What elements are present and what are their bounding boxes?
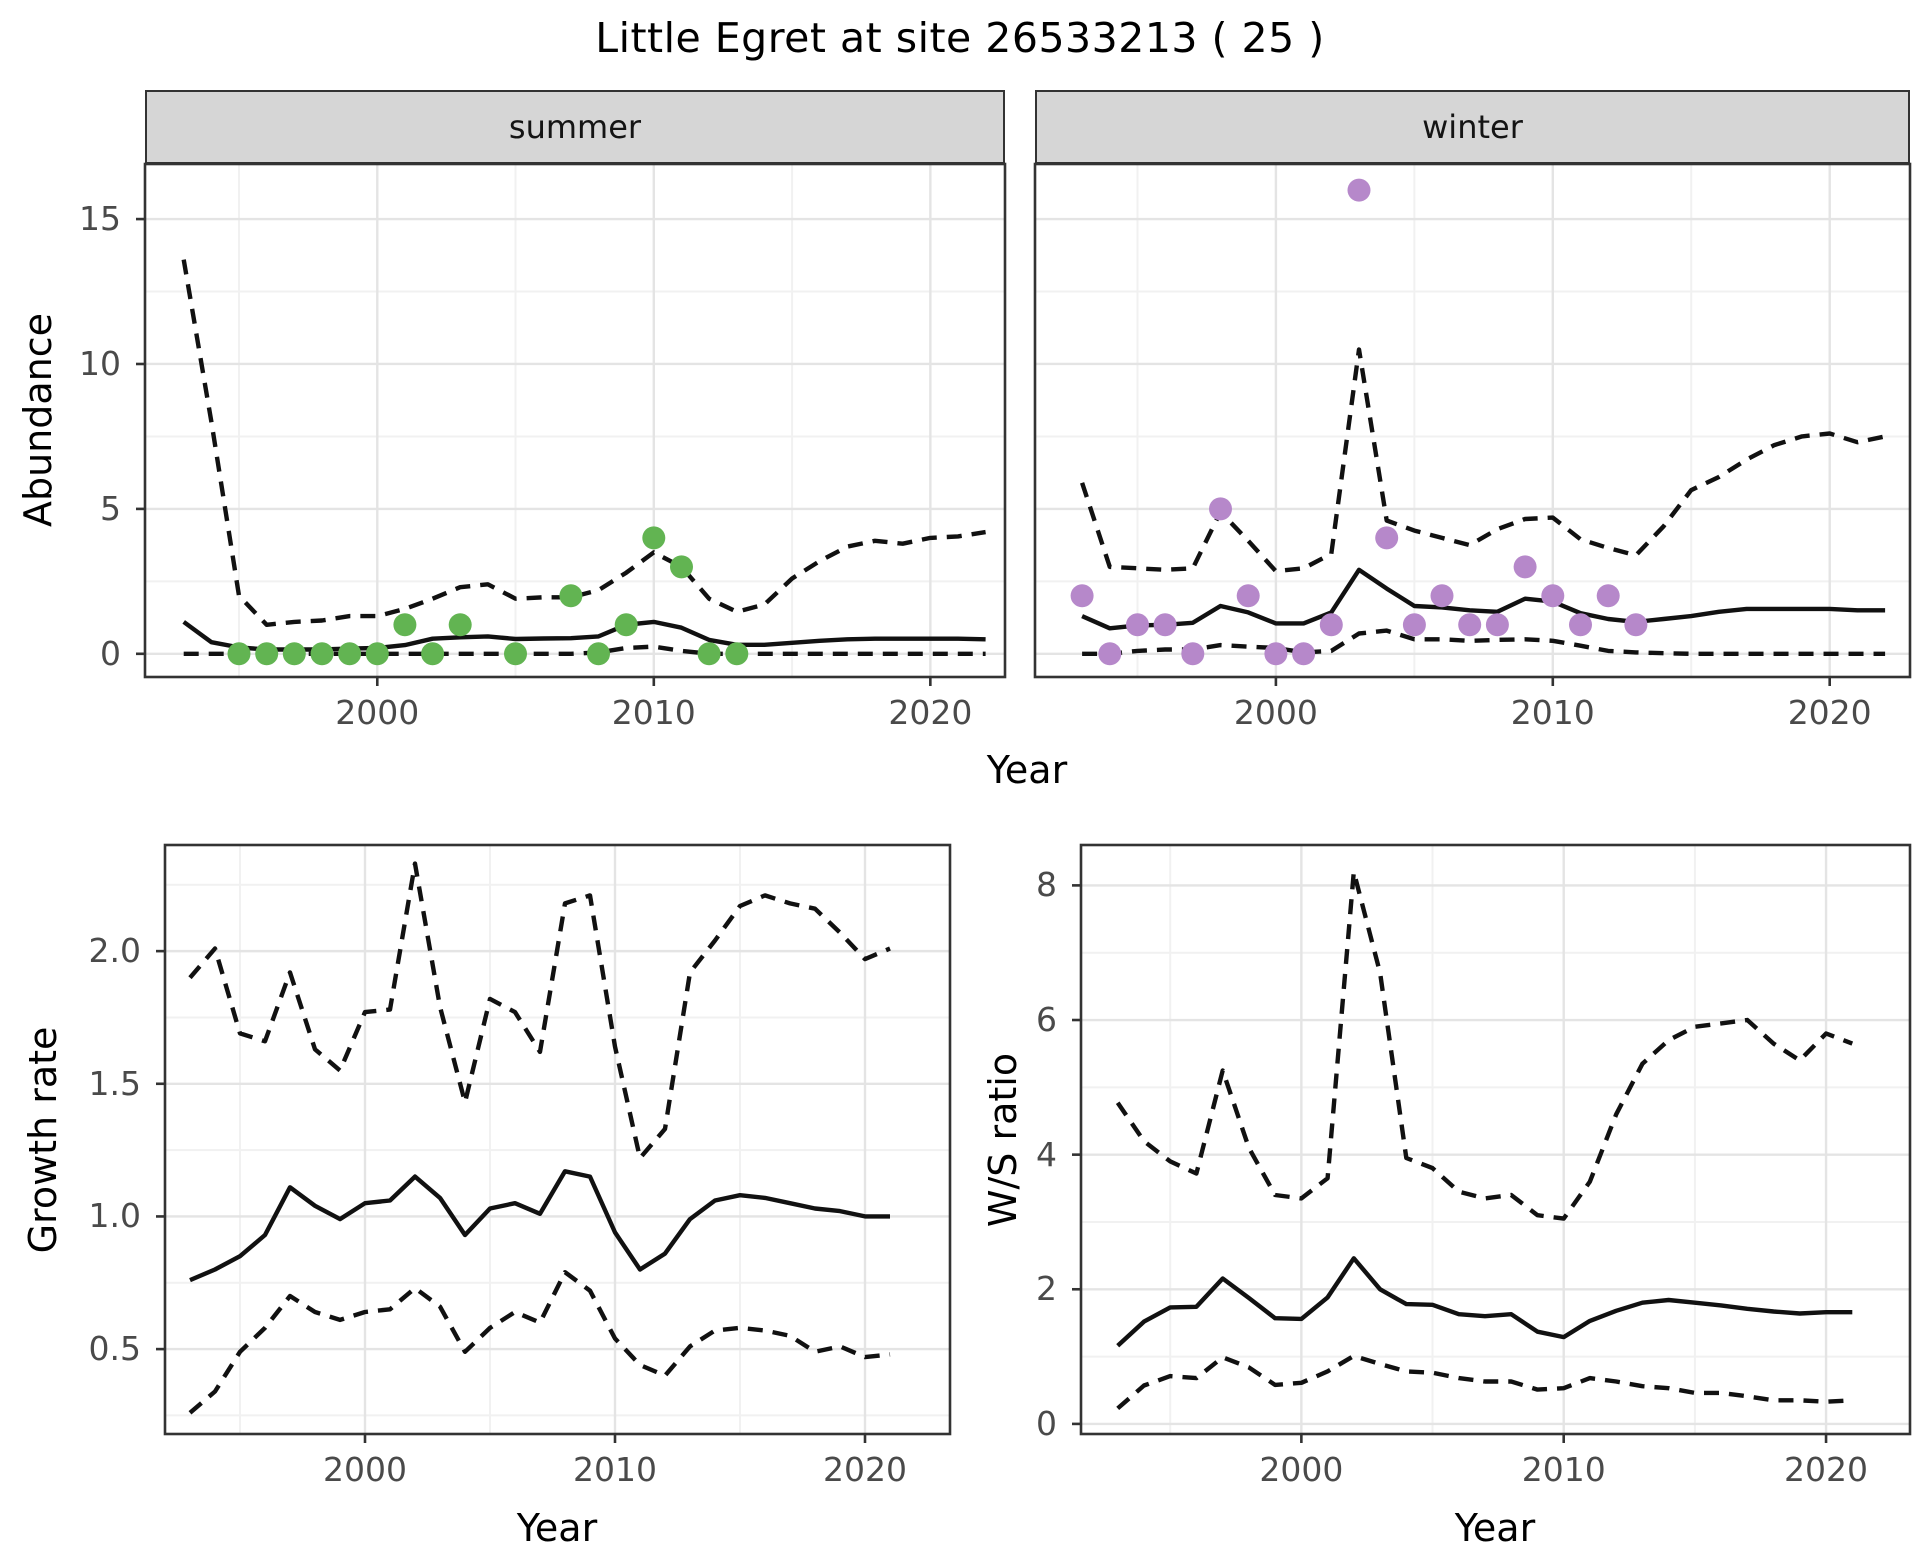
winter-observations-dot: [1181, 642, 1205, 666]
panel-growth-rate: [156, 843, 952, 1443]
panel-winter-abundance: [1033, 162, 1912, 686]
y-tick-label: 8: [1036, 865, 1057, 905]
summer-observations-dot: [282, 642, 306, 666]
x-tick-label: 2010: [611, 693, 696, 732]
y-tick-label: 1.5: [88, 1063, 141, 1103]
y-tick-label: 6: [1036, 1000, 1057, 1040]
winter-observations-dot: [1569, 613, 1592, 637]
summer-observations-dot: [697, 642, 721, 666]
y-tick-label: 10: [79, 343, 121, 383]
winter-observations-dot: [1485, 613, 1509, 637]
plot-title: Little Egret at site 26533213 ( 25 ): [595, 14, 1325, 62]
summer-observations-dot: [725, 642, 749, 666]
summer-observations-dot: [365, 642, 389, 666]
summer-observations-dot: [559, 584, 583, 608]
panel-border: [1033, 162, 1912, 679]
panel-summer-abundance: [136, 162, 1007, 686]
x-axis-title-year-ws: Year: [1454, 1506, 1536, 1550]
facet-strip-winter-label: winter: [1422, 108, 1523, 146]
x-tick-label: 2000: [1233, 693, 1318, 732]
panel-border: [163, 843, 952, 1436]
x-tick-label: 2020: [1787, 693, 1872, 732]
winter-observations-dot: [1098, 642, 1122, 666]
winter-observations-dot: [1596, 584, 1620, 608]
y-tick-label: 0.5: [88, 1329, 141, 1369]
x-tick-label: 2020: [1784, 1450, 1869, 1489]
x-tick-label: 2000: [1259, 1450, 1344, 1489]
y-tick-label: 0: [1036, 1403, 1057, 1443]
winter-observations-dot: [1153, 613, 1177, 637]
y-tick-label: 15: [79, 199, 121, 239]
winter-observations-dot: [1624, 613, 1648, 637]
upper-ci-line: [188, 861, 891, 1161]
summer-observations-dot: [393, 613, 417, 637]
summer-observations-dot: [642, 526, 666, 550]
summer-observations-dot: [614, 613, 638, 637]
winter-observations-dot: [1513, 555, 1537, 579]
y-tick-label: 4: [1036, 1134, 1057, 1174]
winter-observations-dot: [1458, 613, 1482, 637]
x-tick-label: 2020: [888, 693, 973, 732]
summer-observations-dot: [227, 642, 251, 666]
winter-observations-dot: [1236, 584, 1260, 608]
winter-observations-dot: [1209, 497, 1232, 521]
summer-observations-dot: [587, 642, 610, 666]
winter-observations-dot: [1070, 584, 1094, 608]
x-axis-title-year-growth: Year: [516, 1506, 598, 1550]
median-line: [1081, 567, 1886, 631]
panel-background: [1035, 164, 1910, 677]
x-tick-label: 2010: [1521, 1450, 1606, 1489]
winter-observations-dot: [1264, 642, 1288, 666]
winter-observations-dot: [1292, 642, 1316, 666]
summer-observations-dot: [255, 642, 279, 666]
summer-observations-dot: [504, 642, 527, 666]
x-tick-label: 2000: [335, 693, 420, 732]
panel-border: [1079, 843, 1912, 1436]
winter-observations-dot: [1430, 584, 1454, 608]
median-line: [189, 1169, 890, 1283]
winter-observations-dot: [1375, 526, 1399, 550]
winter-observations-dot: [1402, 613, 1426, 637]
y-tick-label: 2.0: [88, 931, 141, 971]
y-tick-label: 2: [1036, 1269, 1057, 1309]
median-line: [1116, 1256, 1853, 1348]
summer-observations-dot: [670, 555, 693, 579]
winter-observations-dot: [1319, 613, 1343, 637]
x-tick-label: 2010: [1510, 693, 1595, 732]
winter-observations-dot: [1541, 584, 1565, 608]
panel-ws-ratio: [1072, 843, 1912, 1443]
lower-ci-line: [1082, 628, 1886, 656]
lower-ci-line: [1116, 1353, 1853, 1411]
x-tick-label: 2000: [323, 1450, 407, 1489]
upper-ci-line: [181, 259, 986, 627]
summer-observations-dot: [448, 613, 472, 637]
x-tick-label: 2010: [573, 1450, 657, 1489]
summer-observations-dot: [310, 642, 334, 666]
y-tick-label: 0: [100, 633, 121, 673]
summer-observations-dot: [338, 642, 362, 666]
facet-strip-summer: summer: [145, 90, 1005, 164]
upper-ci-line: [1115, 869, 1854, 1221]
panel-border: [143, 162, 1007, 679]
upper-ci-line: [1080, 347, 1886, 574]
facet-strip-summer-label: summer: [508, 108, 642, 146]
y-tick-label: 1.0: [88, 1196, 141, 1236]
panel-background: [165, 845, 950, 1434]
lower-ci-line: [188, 1270, 891, 1415]
summer-observations-dot: [421, 642, 445, 666]
panel-background: [1081, 845, 1910, 1434]
x-tick-label: 2020: [823, 1450, 907, 1489]
x-axis-title-year-top: Year: [986, 748, 1068, 792]
y-tick-label: 5: [100, 488, 121, 528]
winter-observations-dot: [1347, 178, 1371, 202]
winter-observations-dot: [1126, 613, 1149, 637]
